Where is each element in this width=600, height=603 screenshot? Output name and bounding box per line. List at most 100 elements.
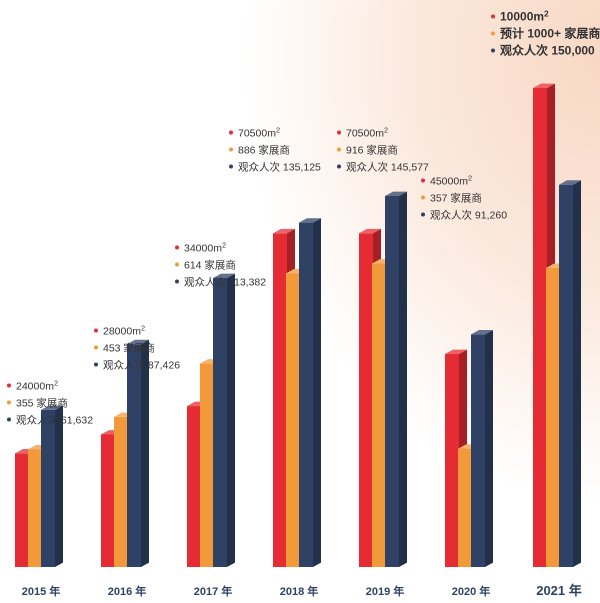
annotation-dot-area [337, 130, 341, 135]
annotation-area-6: 10000m2 [500, 9, 549, 24]
area-unit-superscript: 2 [384, 126, 388, 135]
annotation-exhibitors-3: 886 家展商 [238, 144, 290, 157]
bar-exhibitors-4-front [372, 263, 386, 567]
annotation-dot-exhibitors [337, 147, 341, 152]
annotation-dot-area [175, 245, 179, 250]
bar-visitors-4-front [385, 195, 399, 568]
bar-visitors-2 [213, 273, 235, 567]
annotation-exhibitors-6: 预计 1000+ 家展商 [500, 26, 600, 41]
bar-group-6 [533, 83, 581, 568]
bar-visitors-6-front [559, 184, 573, 567]
bar-exhibitors-6-front [546, 268, 560, 567]
bar-area-6-top [533, 83, 555, 88]
year-label-6: 2021 年 [536, 583, 582, 598]
bar-visitors-2-front [213, 278, 227, 567]
year-label-1: 2016 年 [108, 584, 147, 598]
annotation-exhibitors-4: 916 家展商 [346, 144, 398, 157]
bar-group-3 [273, 218, 321, 568]
area-unit-superscript: 2 [222, 241, 226, 250]
area-unit-superscript: 2 [544, 9, 549, 19]
annotation-dot-exhibitors [421, 195, 425, 200]
bar-group-2 [187, 273, 235, 567]
bar-exhibitors-2-front [200, 363, 214, 567]
bar-group-4 [359, 191, 407, 568]
annotation-dot-area [94, 328, 98, 333]
bar-area-5-top [445, 349, 467, 354]
annotation-dot-visitors [491, 48, 495, 53]
bar-visitors-6 [559, 180, 581, 568]
bar-visitors-4-side [399, 191, 407, 567]
bar-visitors-5-side [485, 330, 493, 567]
area-unit-superscript: 2 [54, 379, 58, 388]
annotation-dot-exhibitors [7, 400, 11, 405]
annotation-exhibitors-5: 357 家展商 [430, 192, 482, 205]
bar-area-3-top [273, 228, 295, 234]
annotation-visitors-2: 观众人次 113,382 [184, 276, 266, 289]
bar-visitors-1-top [127, 339, 149, 345]
bar-area-0-front [15, 453, 29, 567]
annotation-dot-visitors [421, 212, 425, 217]
bar-area-3-front [273, 233, 287, 568]
bar-exhibitors-0-front [28, 449, 42, 567]
bar-group-0 [15, 405, 63, 567]
bar-visitors-1 [127, 339, 149, 567]
annotation-dot-visitors [94, 362, 98, 367]
bar-visitors-3-front [299, 222, 313, 567]
area-unit-superscript: 2 [276, 126, 280, 135]
bar-visitors-2-top [213, 273, 235, 279]
bar-area-2-front [187, 406, 201, 567]
bar-area-4-front [359, 233, 373, 568]
annotation-visitors-1: 观众人次 87,426 [103, 359, 180, 372]
annotation-exhibitors-0: 355 家展商 [16, 397, 68, 410]
annotation-area-3: 70500m2 [238, 126, 280, 140]
bar-visitors-0 [41, 405, 63, 567]
annotation-dot-exhibitors [491, 31, 495, 36]
annotation-visitors-0: 观众人次 61,632 [16, 414, 93, 427]
annotation-dot-exhibitors [175, 262, 179, 267]
year-label-2: 2017 年 [194, 584, 233, 598]
area-unit-superscript: 2 [141, 324, 145, 333]
bar-visitors-4 [385, 191, 407, 568]
annotation-dot-exhibitors [229, 147, 233, 152]
bar-visitors-6-top [559, 180, 581, 185]
bar-visitors-4-top [385, 191, 407, 196]
bar-visitors-6-side [573, 180, 581, 568]
bar-visitors-1-front [127, 344, 141, 567]
bar-area-6-front [533, 88, 547, 567]
bar-visitors-0-top [41, 405, 63, 410]
annotation-visitors-4: 观众人次 145,577 [346, 161, 429, 174]
annotation-dot-area [421, 178, 425, 183]
annotation-area-2: 34000m2 [184, 241, 226, 255]
annotation-exhibitors-2: 614 家展商 [184, 259, 236, 272]
bar-visitors-1-side [141, 339, 149, 567]
year-label-5: 2020 年 [452, 584, 491, 598]
year-label-0: 2015 年 [22, 584, 61, 598]
annotation-area-1: 28000m2 [103, 324, 145, 338]
bar-exhibitors-3-front [286, 273, 300, 567]
area-unit-superscript: 2 [468, 174, 472, 183]
annotation-dot-visitors [175, 279, 179, 284]
bar-area-5-front [445, 354, 459, 567]
annotation-visitors-6: 观众人次 150,000 [500, 43, 595, 58]
bar-visitors-5-top [471, 330, 493, 335]
bar-visitors-2-side [227, 273, 235, 567]
annotation-area-0: 24000m2 [16, 379, 58, 393]
bar-exhibitors-5-front [458, 448, 472, 567]
annotation-dot-area [229, 130, 233, 135]
annotation-visitors-3: 观众人次 135,125 [238, 161, 321, 174]
bar-visitors-3-side [313, 218, 321, 568]
annotation-visitors-5: 观众人次 91,260 [430, 209, 507, 222]
annotation-area-4: 70500m2 [346, 126, 388, 140]
bar-group-1 [101, 339, 149, 567]
bar-visitors-0-side [55, 405, 63, 567]
annotation-area-5: 45000m2 [430, 174, 472, 188]
